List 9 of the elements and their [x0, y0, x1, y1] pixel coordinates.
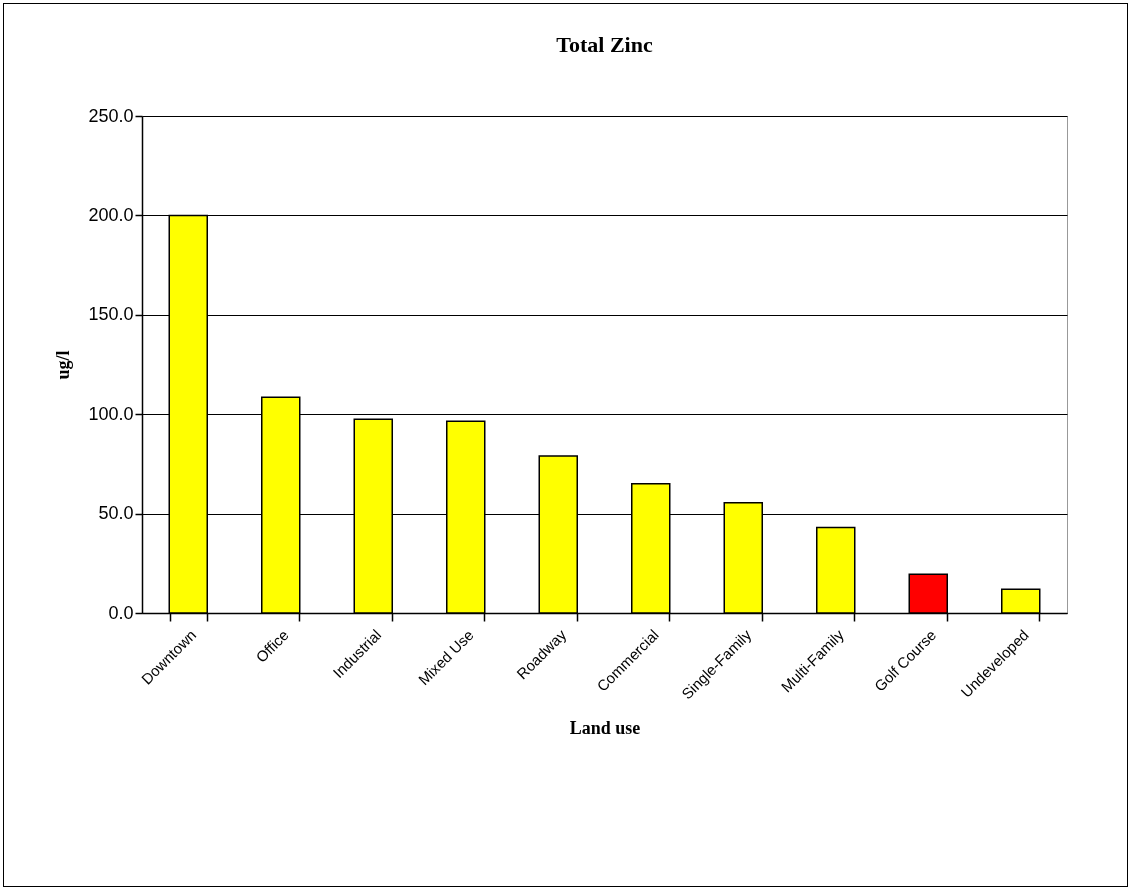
y-tick-label: 100.0	[88, 403, 134, 424]
chart-title: Total Zinc	[556, 32, 653, 57]
y-tick-label: 50.0	[98, 503, 134, 524]
y-tick-label: 150.0	[88, 304, 134, 325]
y-tick-label: 0.0	[108, 602, 134, 623]
y-axis-title: ug/l	[53, 350, 74, 380]
x-axis-title: Land use	[569, 718, 641, 739]
y-tick-label: 250.0	[88, 105, 134, 126]
y-tick-label: 200.0	[88, 204, 134, 225]
